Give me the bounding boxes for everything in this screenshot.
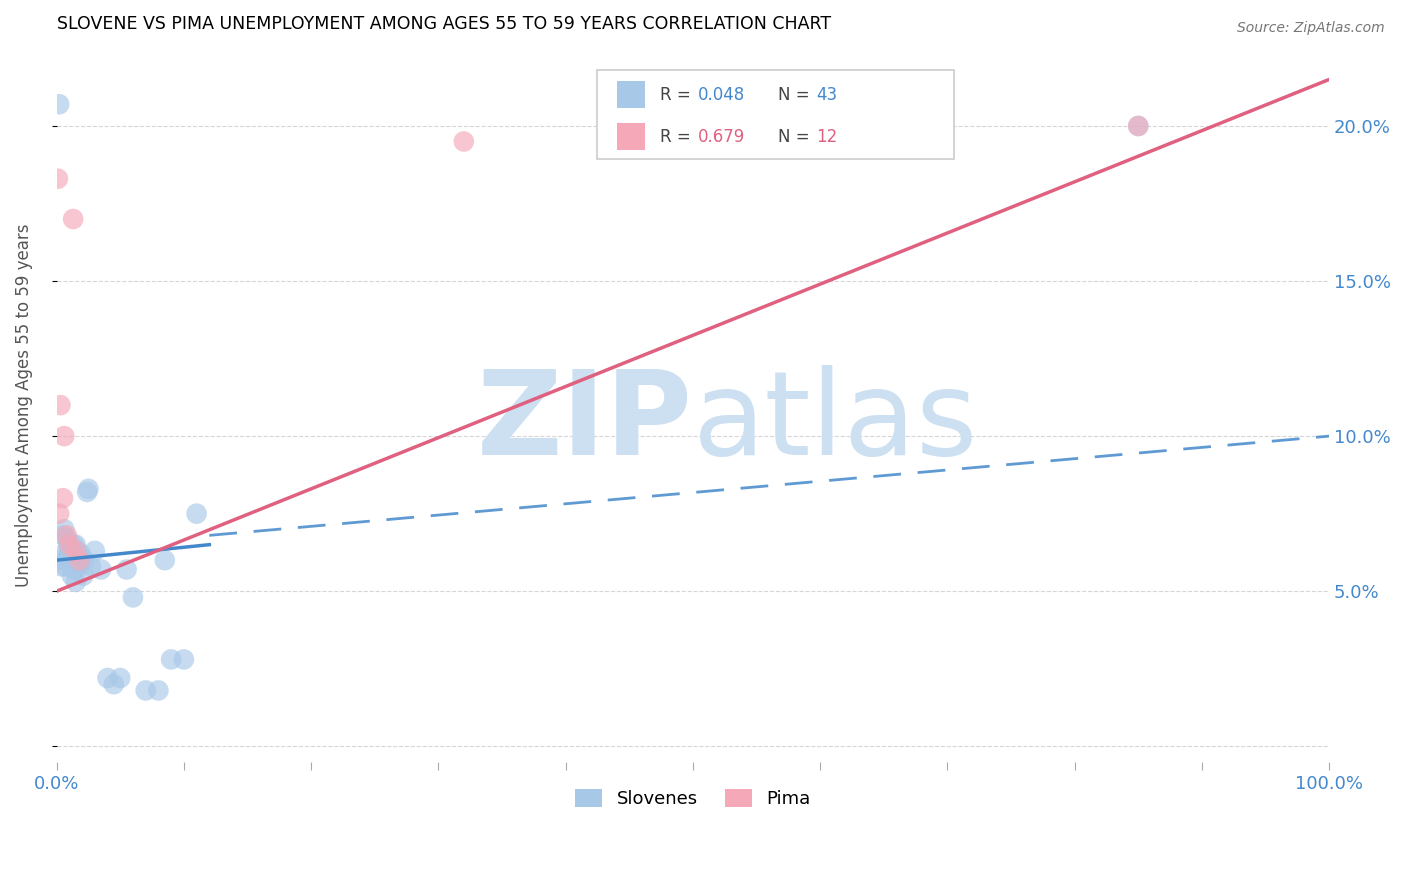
Text: atlas: atlas <box>693 366 979 481</box>
Point <box>96 671 118 685</box>
Point <box>110 671 132 685</box>
Point <box>103 677 125 691</box>
Point <box>63 562 86 576</box>
FancyBboxPatch shape <box>616 123 644 150</box>
Point <box>52 528 75 542</box>
Point <box>83 544 105 558</box>
Point <box>62 538 84 552</box>
Point <box>51 559 73 574</box>
Point <box>58 547 80 561</box>
Text: R =: R = <box>659 128 696 145</box>
Legend: Slovenes, Pima: Slovenes, Pima <box>567 780 820 817</box>
Point <box>69 547 91 561</box>
Point <box>72 568 94 582</box>
Point <box>49 398 72 412</box>
Point <box>52 491 75 505</box>
Point <box>62 212 84 227</box>
Text: N =: N = <box>778 128 815 145</box>
Point <box>55 553 77 567</box>
Point <box>53 547 76 561</box>
Point <box>148 683 170 698</box>
Point <box>70 553 93 567</box>
Text: SLOVENE VS PIMA UNEMPLOYMENT AMONG AGES 55 TO 59 YEARS CORRELATION CHART: SLOVENE VS PIMA UNEMPLOYMENT AMONG AGES … <box>56 15 831 33</box>
Point <box>69 553 91 567</box>
Point <box>76 485 98 500</box>
FancyBboxPatch shape <box>616 81 644 108</box>
Point <box>55 559 77 574</box>
Point <box>122 591 145 605</box>
Point <box>1128 119 1150 133</box>
Point <box>80 559 103 574</box>
Point <box>48 97 70 112</box>
Point <box>90 562 112 576</box>
Point <box>453 135 475 149</box>
Point <box>48 507 70 521</box>
Point <box>66 544 89 558</box>
Point <box>58 538 80 552</box>
Point <box>65 538 87 552</box>
Point <box>49 553 72 567</box>
Text: 43: 43 <box>817 86 838 103</box>
Point <box>69 559 91 574</box>
Point <box>56 538 79 552</box>
Point <box>53 522 76 536</box>
Text: R =: R = <box>659 86 696 103</box>
Text: 0.048: 0.048 <box>697 86 745 103</box>
Point <box>73 553 96 567</box>
Point <box>56 532 79 546</box>
Point <box>67 553 90 567</box>
Text: Source: ZipAtlas.com: Source: ZipAtlas.com <box>1237 21 1385 35</box>
Text: 0.679: 0.679 <box>697 128 745 145</box>
Point <box>173 652 195 666</box>
Text: N =: N = <box>778 86 815 103</box>
Text: 12: 12 <box>817 128 838 145</box>
Point <box>115 562 138 576</box>
Point <box>59 553 82 567</box>
Point <box>62 553 84 567</box>
Point <box>153 553 176 567</box>
Point <box>186 507 208 521</box>
Point <box>53 429 76 443</box>
Point <box>58 544 80 558</box>
Point <box>77 482 100 496</box>
Text: ZIP: ZIP <box>477 366 693 481</box>
Point <box>135 683 157 698</box>
Point <box>46 171 69 186</box>
FancyBboxPatch shape <box>598 70 953 159</box>
Point <box>60 568 83 582</box>
Point <box>160 652 183 666</box>
Y-axis label: Unemployment Among Ages 55 to 59 years: Unemployment Among Ages 55 to 59 years <box>15 223 32 587</box>
Point <box>1128 119 1150 133</box>
Point <box>56 528 79 542</box>
Point <box>65 544 87 558</box>
Point <box>65 574 87 589</box>
